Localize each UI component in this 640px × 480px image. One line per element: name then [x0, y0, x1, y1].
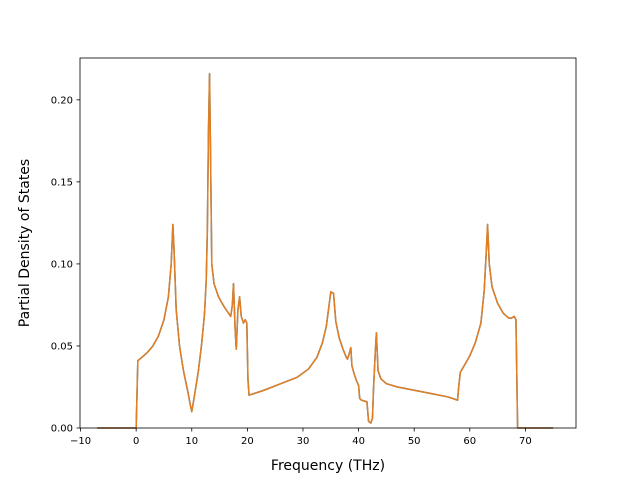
x-tick-label: −10	[70, 436, 91, 447]
y-axis-ticks: 0.00 0.05 0.10 0.15 0.20	[51, 95, 80, 435]
plot-area	[97, 72, 554, 429]
y-tick-label: 0.00	[51, 424, 73, 435]
x-tick-label: 50	[408, 436, 421, 447]
y-tick-label: 0.20	[51, 95, 73, 106]
x-tick-label: 60	[463, 436, 476, 447]
x-tick-label: 30	[297, 436, 310, 447]
x-tick-label: 40	[352, 436, 365, 447]
axes-frame	[79, 57, 577, 429]
x-axis-ticks: −10 0 10 20 30 40 50 60 70	[70, 428, 532, 447]
x-tick-label: 70	[519, 436, 532, 447]
y-axis-label: Partial Density of States	[17, 159, 33, 327]
series-line-2	[97, 72, 554, 429]
x-axis-label: Frequency (THz)	[271, 458, 385, 474]
x-tick-label: 10	[185, 436, 198, 447]
x-tick-label: 20	[241, 436, 254, 447]
y-tick-label: 0.15	[51, 177, 73, 188]
y-tick-label: 0.05	[51, 341, 73, 352]
x-tick-label: 0	[133, 436, 139, 447]
y-tick-label: 0.10	[51, 259, 73, 270]
